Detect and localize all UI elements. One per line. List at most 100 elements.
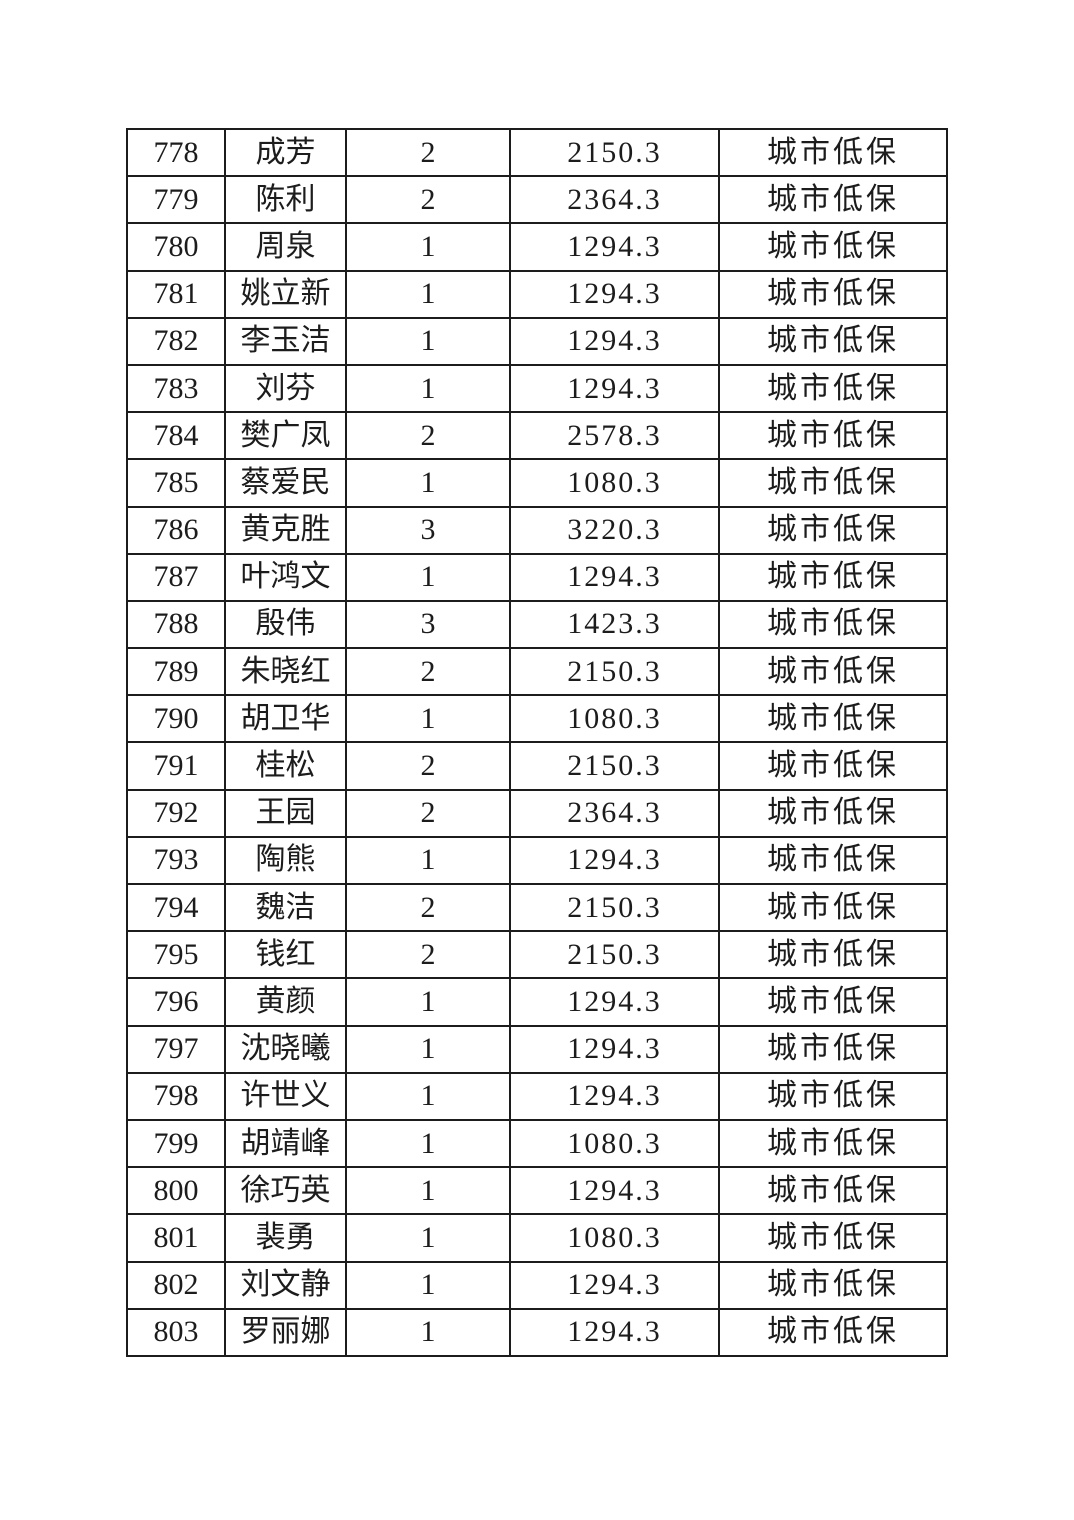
cell-no: 784 [126,411,226,461]
cell-category: 城市低保 [718,882,948,933]
cell-name: 朱晓红 [224,647,347,697]
cell-amount: 1294.3 [509,1307,720,1358]
cell-amount: 1294.3 [509,552,720,602]
cell-count: 1 [345,1260,511,1310]
cell-no: 790 [126,694,226,744]
cell-amount: 2364.3 [509,788,720,838]
cell-category: 城市低保 [718,458,948,508]
cell-category: 城市低保 [718,505,948,555]
cell-category: 城市低保 [718,1166,948,1216]
cell-name: 李玉洁 [224,316,347,366]
cell-count: 1 [345,835,511,886]
cell-name: 周泉 [224,222,347,272]
cell-count: 1 [345,458,511,508]
cell-count: 2 [345,411,511,461]
cell-no: 803 [126,1307,226,1358]
cell-amount: 1294.3 [509,835,720,886]
cell-amount: 1080.3 [509,1213,720,1263]
cell-count: 1 [345,694,511,744]
table-row: 789 朱晓红 2 2150.3 城市低保 [126,647,948,697]
cell-count: 1 [345,1024,511,1074]
cell-no: 797 [126,1024,226,1074]
cell-no: 799 [126,1118,226,1169]
cell-name: 徐巧英 [224,1166,347,1216]
cell-count: 1 [345,1071,511,1121]
cell-name: 黄颜 [224,977,347,1027]
cell-category: 城市低保 [718,1118,948,1169]
cell-amount: 1294.3 [509,1260,720,1310]
cell-amount: 2150.3 [509,647,720,697]
cell-amount: 1294.3 [509,1071,720,1121]
table-row: 803 罗丽娜 1 1294.3 城市低保 [126,1307,948,1358]
table-row: 786 黄克胜 3 3220.3 城市低保 [126,505,948,555]
cell-name: 罗丽娜 [224,1307,347,1358]
cell-no: 786 [126,505,226,555]
table-row: 788 殷伟 3 1423.3 城市低保 [126,599,948,650]
cell-amount: 1080.3 [509,694,720,744]
cell-amount: 2150.3 [509,930,720,980]
cell-amount: 3220.3 [509,505,720,555]
cell-category: 城市低保 [718,1260,948,1310]
cell-no: 801 [126,1213,226,1263]
cell-count: 2 [345,647,511,697]
table-row: 787 叶鸿文 1 1294.3 城市低保 [126,552,948,602]
cell-no: 795 [126,930,226,980]
cell-count: 1 [345,552,511,602]
cell-count: 2 [345,882,511,933]
cell-name: 黄克胜 [224,505,347,555]
cell-name: 成芳 [224,127,347,178]
table-row: 790 胡卫华 1 1080.3 城市低保 [126,694,948,744]
cell-category: 城市低保 [718,1071,948,1121]
cell-count: 1 [345,1118,511,1169]
cell-category: 城市低保 [718,222,948,272]
cell-category: 城市低保 [718,977,948,1027]
table-row: 780 周泉 1 1294.3 城市低保 [126,222,948,272]
cell-category: 城市低保 [718,647,948,697]
table-row: 802 刘文静 1 1294.3 城市低保 [126,1260,948,1310]
cell-amount: 1294.3 [509,269,720,319]
cell-amount: 1294.3 [509,1166,720,1216]
cell-no: 778 [126,127,226,178]
cell-amount: 1294.3 [509,363,720,414]
cell-count: 1 [345,1166,511,1216]
table-row: 779 陈利 2 2364.3 城市低保 [126,175,948,225]
cell-category: 城市低保 [718,1213,948,1263]
cell-name: 姚立新 [224,269,347,319]
cell-category: 城市低保 [718,175,948,225]
cell-category: 城市低保 [718,741,948,791]
cell-amount: 1423.3 [509,599,720,650]
cell-name: 殷伟 [224,599,347,650]
cell-category: 城市低保 [718,269,948,319]
cell-category: 城市低保 [718,1024,948,1074]
table-row: 783 刘芬 1 1294.3 城市低保 [126,363,948,414]
cell-no: 789 [126,647,226,697]
cell-name: 蔡爱民 [224,458,347,508]
cell-no: 782 [126,316,226,366]
cell-no: 796 [126,977,226,1027]
cell-count: 1 [345,977,511,1027]
table-row: 785 蔡爱民 1 1080.3 城市低保 [126,458,948,508]
cell-name: 刘芬 [224,363,347,414]
cell-no: 787 [126,552,226,602]
table-row: 778 成芳 2 2150.3 城市低保 [126,127,948,178]
cell-category: 城市低保 [718,694,948,744]
cell-amount: 2150.3 [509,127,720,178]
cell-amount: 1294.3 [509,977,720,1027]
table-row: 797 沈晓曦 1 1294.3 城市低保 [126,1024,948,1074]
cell-amount: 2578.3 [509,411,720,461]
cell-amount: 2364.3 [509,175,720,225]
cell-count: 3 [345,599,511,650]
cell-amount: 1080.3 [509,1118,720,1169]
cell-count: 1 [345,269,511,319]
table-row: 793 陶熊 1 1294.3 城市低保 [126,835,948,886]
cell-amount: 1080.3 [509,458,720,508]
cell-category: 城市低保 [718,552,948,602]
cell-amount: 2150.3 [509,741,720,791]
cell-no: 791 [126,741,226,791]
table-row: 784 樊广凤 2 2578.3 城市低保 [126,411,948,461]
cell-category: 城市低保 [718,788,948,838]
cell-no: 780 [126,222,226,272]
table-row: 801 裴勇 1 1080.3 城市低保 [126,1213,948,1263]
cell-no: 788 [126,599,226,650]
cell-no: 798 [126,1071,226,1121]
